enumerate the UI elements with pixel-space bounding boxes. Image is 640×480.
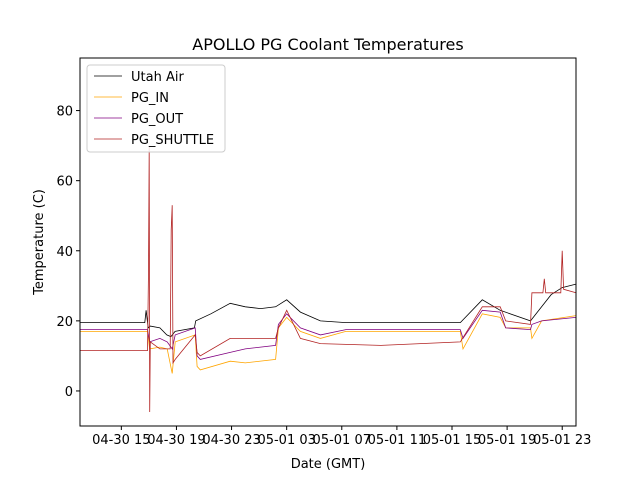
x-tick-label: 05-01 11 [368,433,426,448]
y-tick-label: 60 [56,175,73,190]
series-line-pg-out [80,309,577,360]
x-tick-label: 04-30 15 [92,433,150,448]
x-tick-label: 05-01 23 [533,433,591,448]
x-tick-label: 05-01 19 [478,433,536,448]
series-layer [80,145,577,413]
series-line-utah-air [80,283,577,338]
legend-label: PG_IN [131,91,169,106]
legend-label: PG_OUT [131,112,183,127]
x-tick-label: 05-01 15 [423,433,481,448]
series-line-pg-shuttle [80,145,577,413]
plot-frame [79,57,577,427]
x-tick-label: 05-01 07 [313,433,371,448]
legend-label: Utah Air [131,70,184,85]
y-tick-label: 80 [56,105,73,120]
legend-box [86,64,226,153]
y-tick-label: 20 [56,315,73,330]
chart-title: APOLLO PG Coolant Temperatures [192,35,463,54]
y-axis-label: Temperature (C) [32,189,47,296]
x-tick-label: 05-01 03 [257,433,315,448]
x-axis-label: Date (GMT) [291,457,366,472]
x-tick-label: 04-30 19 [147,433,205,448]
legend-label: PG_SHUTTLE [131,133,214,148]
legend: Utah Air PG_IN PG_OUT PG_SHUTTLE [86,64,226,153]
x-tick-label: 04-30 23 [202,433,260,448]
y-tick-label: 40 [56,245,73,260]
y-tick-label: 0 [65,385,73,400]
